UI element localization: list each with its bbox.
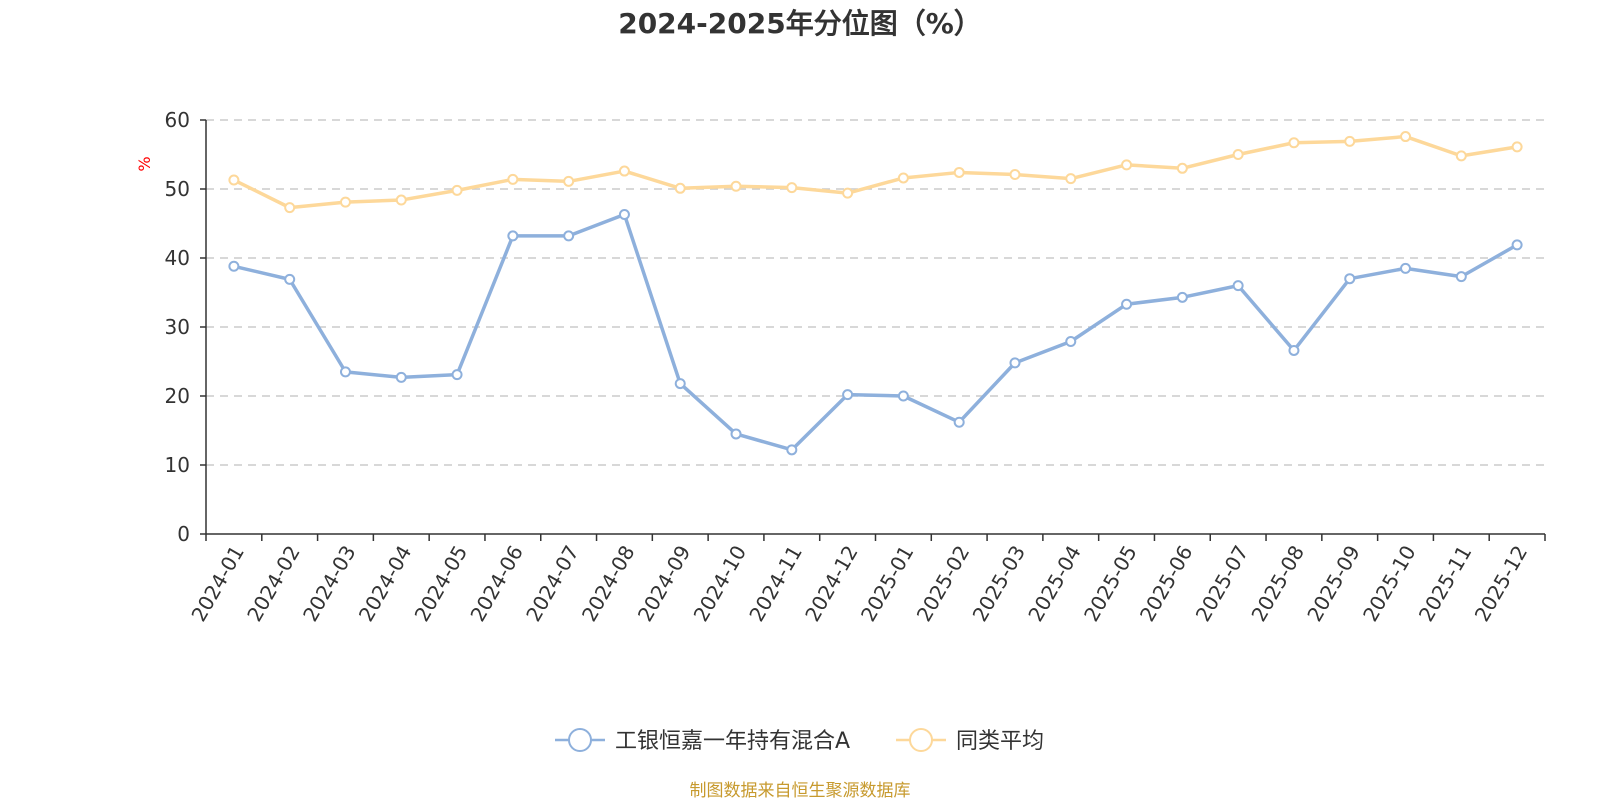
data-point	[451, 369, 463, 381]
x-tick-label: 2025-07	[1191, 541, 1254, 625]
data-point	[1288, 137, 1300, 149]
x-tick-label: 2025-09	[1302, 541, 1365, 625]
x-tick-label: 2024-05	[410, 541, 473, 625]
data-point	[339, 366, 351, 378]
data-point	[674, 182, 686, 194]
data-point	[339, 196, 351, 208]
data-point	[618, 209, 630, 221]
data-point	[1288, 344, 1300, 356]
data-point	[730, 428, 742, 440]
legend[interactable]: 工银恒嘉一年持有混合A 同类平均	[555, 728, 1044, 754]
data-point	[284, 273, 296, 285]
y-tick-label: 20	[165, 384, 190, 408]
series-line-fund	[233, 212, 1518, 452]
x-tick-label: 2024-03	[298, 541, 361, 625]
series-lines	[228, 131, 1523, 456]
data-point	[953, 416, 965, 428]
data-point	[1009, 357, 1021, 369]
x-tick-label: 2024-11	[744, 541, 807, 625]
x-tick-label: 2025-05	[1079, 541, 1142, 625]
data-point	[786, 182, 798, 194]
data-point	[1400, 131, 1412, 143]
data-point	[897, 390, 909, 402]
legend-label: 工银恒嘉一年持有混合A	[615, 729, 850, 754]
x-tick-label: 2025-03	[967, 541, 1030, 625]
series-line-peer-average	[233, 134, 1518, 210]
data-point	[674, 378, 686, 390]
y-tick-label: 60	[165, 108, 190, 132]
x-tick-label: 2024-10	[689, 541, 752, 625]
data-point	[395, 371, 407, 383]
axes: 01020304050602024-012024-022024-032024-0…	[165, 108, 1546, 626]
data-point	[1511, 239, 1523, 251]
data-point	[1400, 262, 1412, 274]
data-point	[1344, 135, 1356, 147]
data-point	[618, 165, 630, 177]
source-note: 制图数据来自恒生聚源数据库	[690, 781, 911, 800]
data-point	[1121, 159, 1133, 171]
grid-lines	[206, 119, 1545, 466]
data-point	[1121, 298, 1133, 310]
x-tick-label: 2024-01	[186, 541, 249, 625]
data-point	[284, 202, 296, 214]
data-point	[507, 230, 519, 242]
x-tick-label: 2024-07	[521, 541, 584, 625]
data-point	[897, 172, 909, 184]
legend-marker	[568, 728, 592, 752]
x-tick-label: 2025-01	[856, 541, 919, 625]
x-tick-label: 2024-02	[242, 541, 305, 625]
x-tick-label: 2025-06	[1135, 541, 1198, 625]
legend-label: 同类平均	[956, 729, 1044, 754]
x-tick-label: 2024-09	[633, 541, 696, 625]
data-point	[1455, 271, 1467, 283]
x-tick-label: 2025-02	[912, 541, 975, 625]
data-point	[563, 175, 575, 187]
data-point	[842, 187, 854, 199]
data-point	[1176, 162, 1188, 174]
y-axis-label: %	[135, 156, 154, 171]
data-point	[228, 260, 240, 272]
data-point	[1009, 169, 1021, 181]
data-point	[1232, 149, 1244, 160]
x-tick-label: 2025-08	[1246, 541, 1309, 625]
data-point	[228, 174, 240, 186]
data-point	[730, 180, 742, 192]
x-tick-label: 2025-10	[1358, 541, 1421, 625]
data-point	[1065, 173, 1077, 185]
data-point	[786, 444, 798, 456]
legend-item[interactable]: 工银恒嘉一年持有混合A	[555, 728, 850, 754]
chart-title: 2024-2025年分位图（%）	[618, 7, 982, 40]
data-point	[1176, 291, 1188, 303]
y-tick-label: 50	[165, 177, 190, 201]
data-point	[1344, 273, 1356, 285]
data-point	[1065, 335, 1077, 347]
legend-marker	[909, 728, 933, 752]
x-tick-label: 2025-04	[1023, 541, 1086, 625]
x-tick-label: 2024-08	[577, 541, 640, 625]
x-tick-label: 2024-06	[465, 541, 528, 625]
data-point	[842, 389, 854, 401]
data-point	[451, 184, 463, 196]
x-tick-label: 2024-04	[354, 541, 417, 625]
y-tick-label: 30	[165, 315, 190, 339]
legend-item[interactable]: 同类平均	[896, 728, 1044, 754]
x-tick-label: 2025-12	[1470, 541, 1533, 625]
data-point	[395, 194, 407, 206]
data-point	[563, 230, 575, 242]
data-point	[953, 166, 965, 178]
data-point	[1455, 150, 1467, 162]
data-point	[1511, 141, 1523, 153]
x-tick-label: 2024-12	[800, 541, 863, 625]
data-point	[1232, 280, 1244, 292]
x-tick-label: 2025-11	[1414, 541, 1477, 625]
y-tick-label: 40	[165, 246, 190, 270]
y-tick-label: 10	[165, 453, 190, 477]
y-tick-label: 0	[177, 522, 190, 546]
data-point	[507, 173, 519, 185]
